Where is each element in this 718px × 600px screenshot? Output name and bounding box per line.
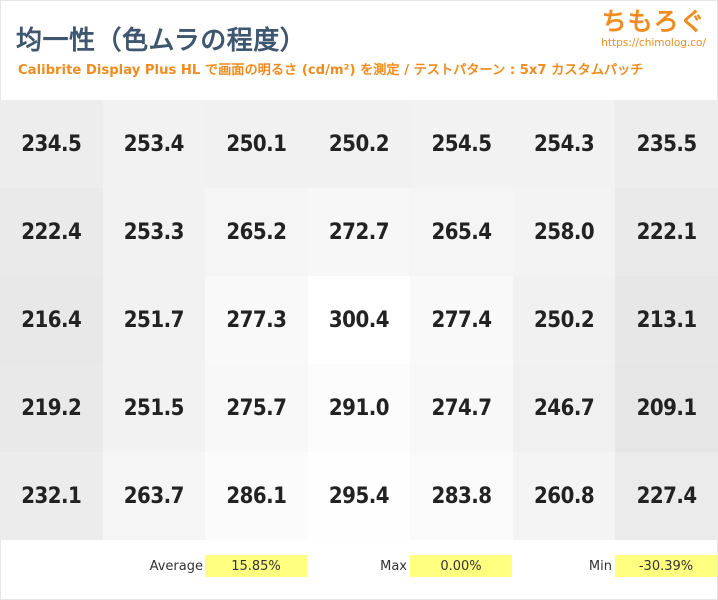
heatmap-cell: 277.3: [205, 276, 308, 364]
heatmap-cell: 209.1: [615, 364, 718, 452]
heatmap-cell: 295.4: [307, 452, 411, 540]
heatmap-cell: 260.8: [512, 452, 616, 540]
heatmap-cell: 219.2: [0, 364, 103, 452]
heatmap-cell: 251.5: [102, 364, 206, 452]
heatmap-cell: 234.5: [0, 100, 103, 188]
heatmap-cell: 227.4: [615, 452, 718, 540]
heatmap-cell: 275.7: [205, 364, 308, 452]
heatmap-cell: 251.7: [102, 276, 206, 364]
heatmap-cell: 222.1: [615, 188, 718, 276]
average-label: Average: [149, 559, 203, 574]
heatmap-cell: 253.3: [102, 188, 206, 276]
heatmap-cell: 235.5: [615, 100, 718, 188]
heatmap-cell: 246.7: [512, 364, 616, 452]
heatmap-cell: 277.4: [410, 276, 513, 364]
heatmap-cell: 263.7: [102, 452, 206, 540]
max-label: Max: [380, 559, 407, 574]
chart-title: 均一性（色ムラの程度）: [16, 26, 307, 56]
average-value: 15.85%: [205, 555, 307, 577]
min-value: -30.39%: [615, 555, 717, 577]
heatmap-cell: 291.0: [307, 364, 411, 452]
heatmap-cell: 222.4: [0, 188, 103, 276]
max-value: 0.00%: [410, 555, 512, 577]
heatmap-cell: 250.2: [512, 276, 616, 364]
brand-name: ちもろぐ: [601, 7, 706, 36]
heatmap-cell: 216.4: [0, 276, 103, 364]
heatmap-cell: 253.4: [102, 100, 206, 188]
heatmap-cell: 283.8: [410, 452, 513, 540]
heatmap-cell: 232.1: [0, 452, 103, 540]
heatmap-cell: 300.4: [307, 276, 411, 364]
heatmap-cell: 265.4: [410, 188, 513, 276]
heatmap-cell: 272.7: [307, 188, 411, 276]
brand-logo: ちもろぐ https://chimolog.co/: [601, 8, 706, 50]
stats-bar: Average 15.85% Max 0.00% Min -30.39%: [0, 555, 718, 579]
heatmap-cell: 254.3: [512, 100, 616, 188]
min-label: Min: [588, 559, 612, 574]
heatmap-cell: 250.1: [205, 100, 308, 188]
brand-url: https://chimolog.co/: [601, 37, 706, 49]
heatmap-cell: 274.7: [410, 364, 513, 452]
heatmap-cell: 265.2: [205, 188, 308, 276]
heatmap-cell: 213.1: [615, 276, 718, 364]
heatmap-cell: 286.1: [205, 452, 308, 540]
chart-subtitle: Calibrite Display Plus HL で画面の明るさ (cd/m²…: [18, 63, 644, 78]
heatmap-cell: 250.2: [307, 100, 411, 188]
heatmap-cell: 254.5: [410, 100, 513, 188]
uniformity-heatmap: 234.5 253.4 250.1 250.2 254.5 254.3 235.5 222.4…: [0, 100, 718, 540]
heatmap-cell: 258.0: [512, 188, 616, 276]
